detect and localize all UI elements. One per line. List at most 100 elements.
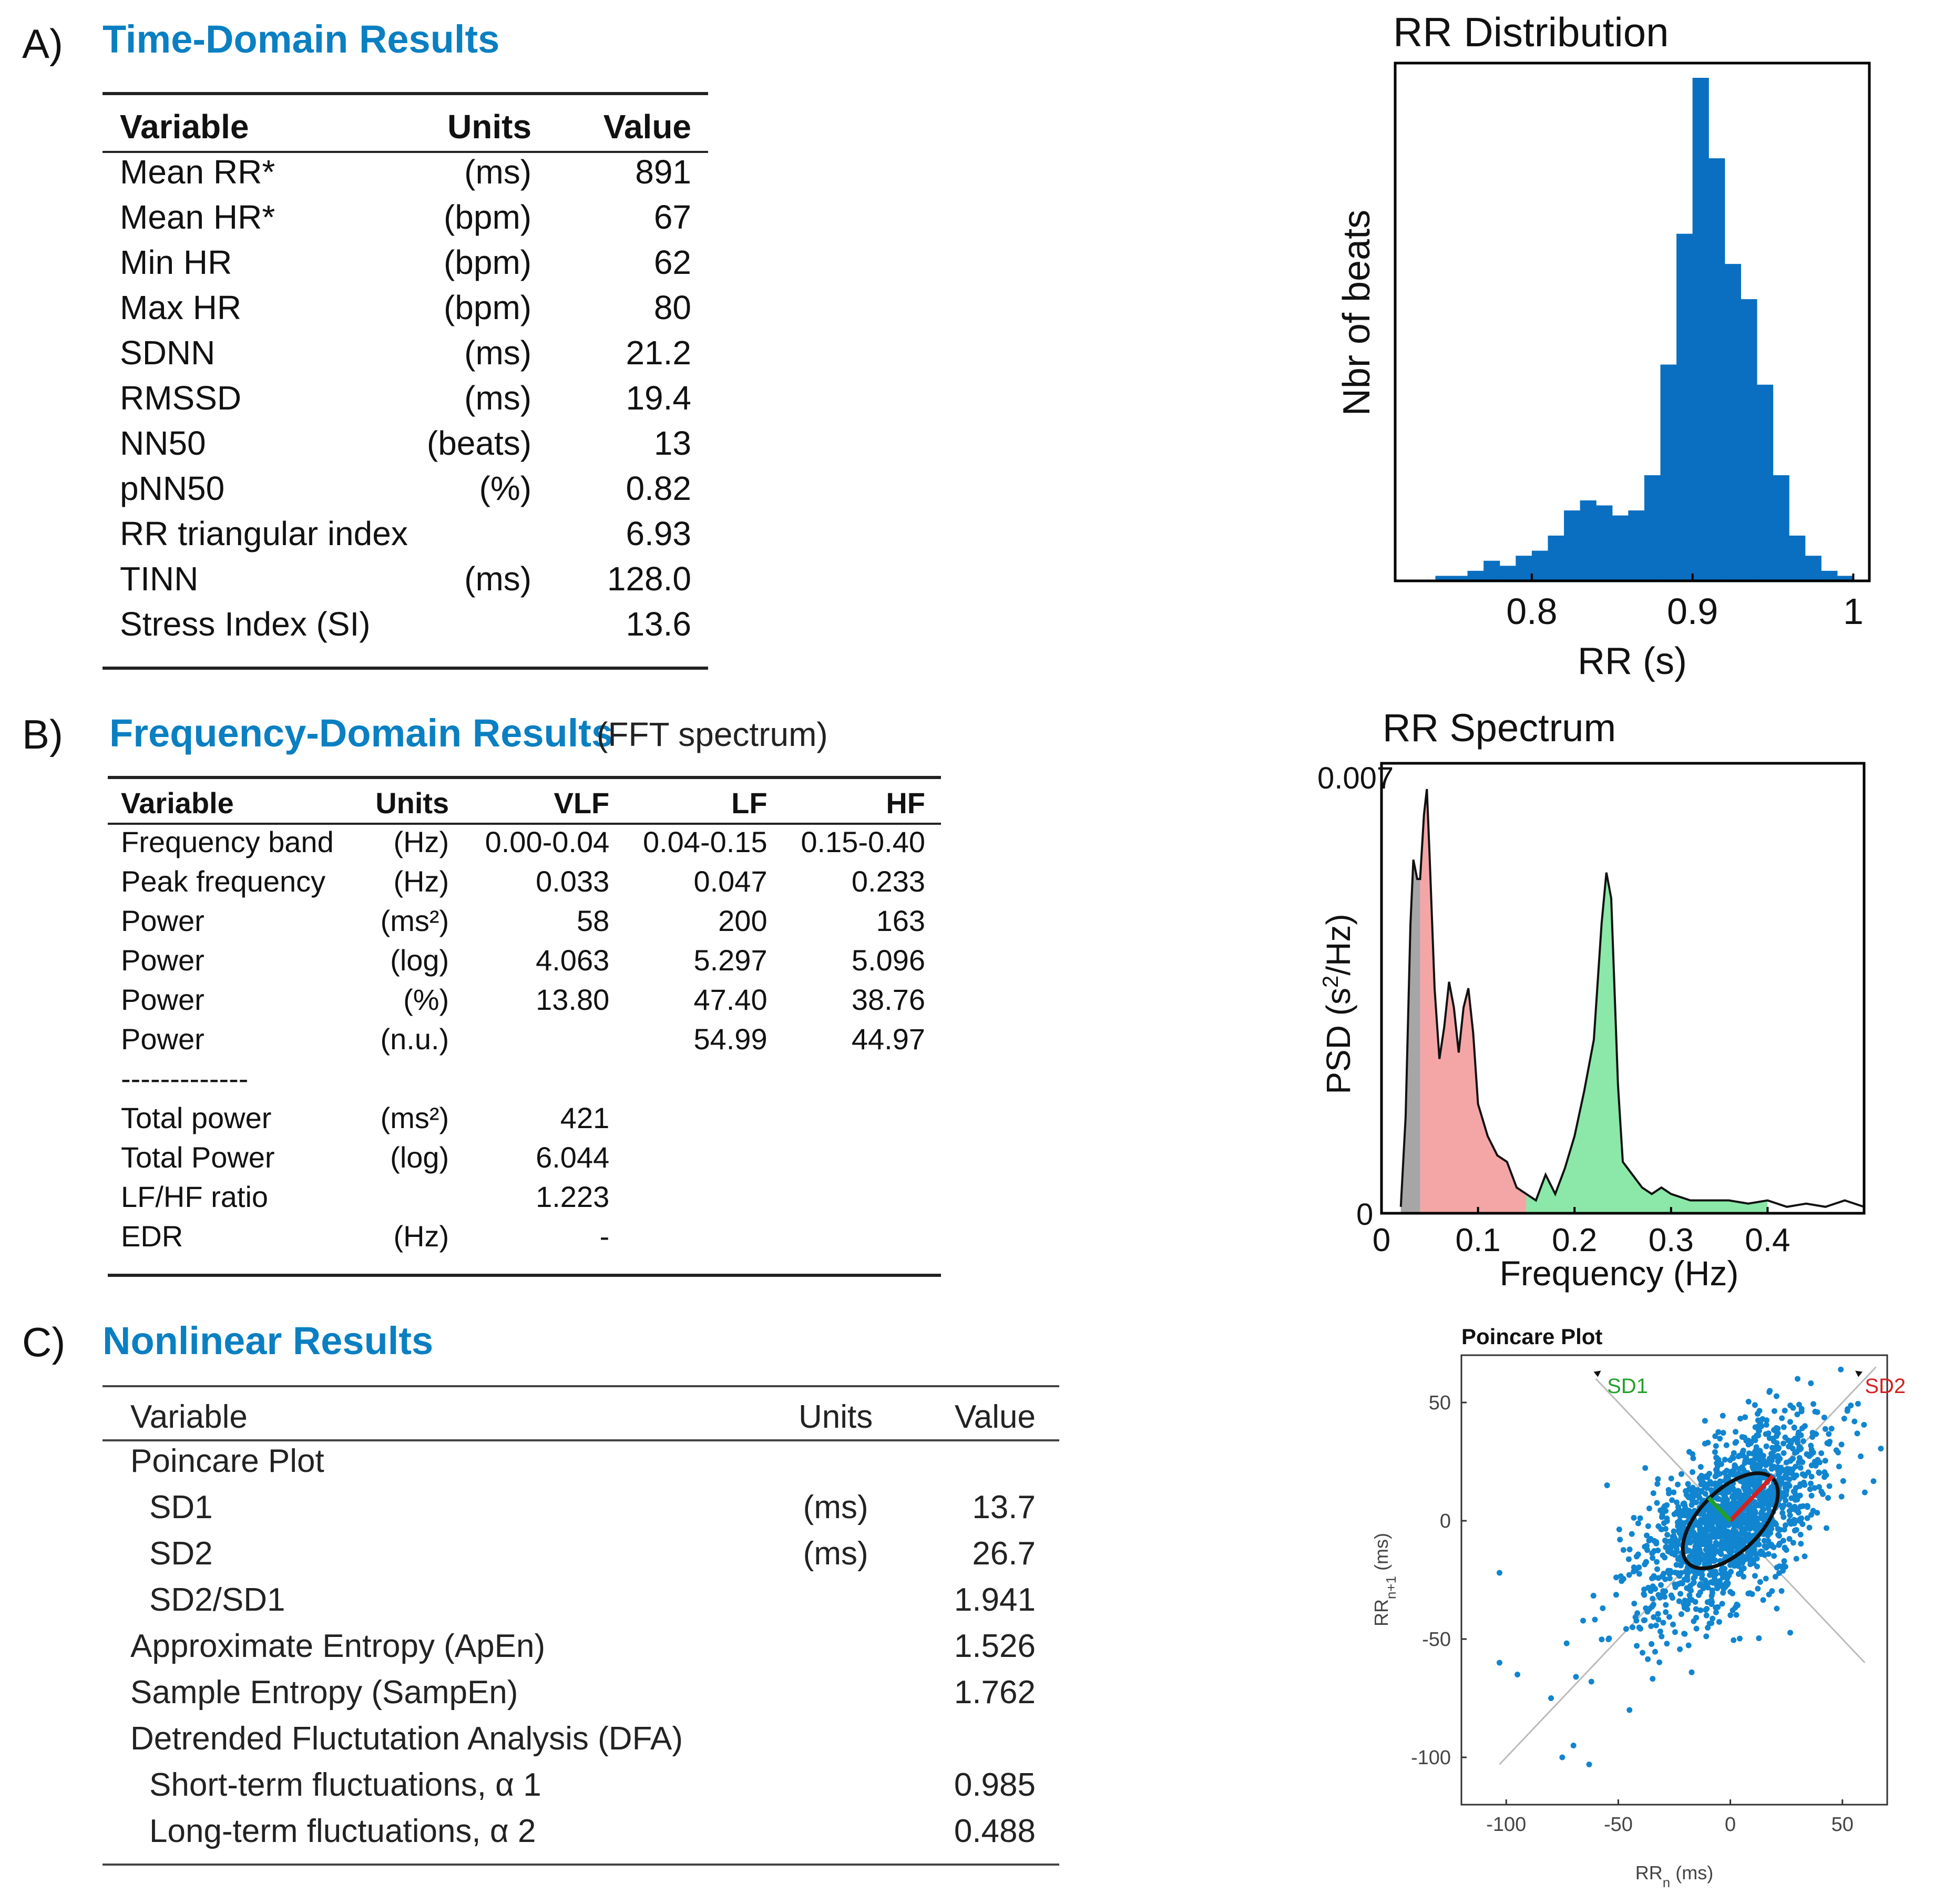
scatter-point	[1794, 1376, 1800, 1382]
scatter-point	[1761, 1538, 1767, 1544]
scatter-point	[1751, 1560, 1757, 1566]
scatter-point	[1625, 1556, 1632, 1562]
scatter-point	[1752, 1402, 1758, 1408]
cell-value: 1.526	[954, 1627, 1036, 1664]
scatter-point	[1668, 1592, 1674, 1599]
scatter-point	[1798, 1446, 1804, 1452]
scatter-point	[1706, 1620, 1713, 1626]
cell-variable: Short-term fluctuations, α 1	[149, 1766, 541, 1803]
scatter-point	[1763, 1575, 1769, 1582]
table-row: Power (%) 13.80 47.40 38.76	[110, 980, 941, 1019]
scatter-point	[1793, 1555, 1799, 1562]
chart-title: RR Distribution	[1393, 11, 1669, 55]
scatter-point	[1804, 1451, 1810, 1457]
scatter-point	[1851, 1418, 1858, 1425]
histogram-bar	[1660, 364, 1677, 581]
scatter-point	[1744, 1480, 1750, 1486]
cell-lf	[609, 1098, 767, 1138]
cell-variable: Sample Entropy (SampEn)	[130, 1674, 518, 1711]
scatter-point	[1666, 1614, 1672, 1620]
cell-value	[909, 1438, 1059, 1484]
cell-units	[762, 1577, 909, 1623]
scatter-point	[1742, 1414, 1748, 1420]
scatter-point	[1704, 1523, 1710, 1529]
cell-lf: 200	[718, 904, 768, 937]
scatter-point	[1706, 1541, 1712, 1548]
scatter-point	[1725, 1538, 1731, 1544]
scatter-point	[1713, 1609, 1719, 1615]
table-row: Peak frequency (Hz) 0.033 0.047 0.233	[110, 862, 941, 901]
scatter-point	[1821, 1414, 1827, 1420]
scatter-point	[1644, 1547, 1651, 1553]
scatter-point	[1760, 1597, 1766, 1603]
scatter-point	[1796, 1459, 1802, 1466]
x-tick-label: 0.8	[1506, 591, 1557, 632]
scatter-point	[1634, 1643, 1640, 1649]
scatter-point	[1716, 1619, 1722, 1625]
scatter-point	[1806, 1524, 1813, 1531]
scatter-point	[1666, 1575, 1673, 1582]
scatter-point	[1765, 1532, 1771, 1539]
scatter-point	[1681, 1604, 1687, 1611]
x-axis-label: RRn (ms)	[1635, 1862, 1713, 1890]
histogram-bar	[1756, 384, 1774, 581]
scatter-point	[1717, 1478, 1723, 1485]
cell-units: (ms)	[464, 153, 532, 191]
scatter-point	[1704, 1605, 1710, 1612]
cell-variable: pNN50	[120, 469, 225, 507]
scatter-point	[1662, 1537, 1668, 1543]
table-b-header-rule	[108, 823, 941, 825]
cell-units	[762, 1438, 909, 1484]
scatter-point	[1693, 1606, 1699, 1612]
cell-variable: SD2	[149, 1535, 213, 1572]
scatter-point	[1728, 1549, 1735, 1555]
cell-value: 1.941	[954, 1581, 1036, 1618]
scatter-point	[1793, 1485, 1799, 1491]
scatter-point	[1693, 1625, 1700, 1632]
scatter-point	[1814, 1409, 1820, 1415]
header-lf: LF	[731, 786, 768, 820]
scatter-point	[1730, 1590, 1736, 1596]
scatter-point	[1752, 1437, 1758, 1444]
frequency-domain-title: Frequency-Domain Results	[109, 711, 613, 755]
cell-vlf: 13.80	[536, 983, 610, 1016]
scatter-point	[1774, 1440, 1780, 1446]
histogram-bar	[1467, 570, 1484, 581]
scatter-point	[1780, 1514, 1787, 1520]
cell-value	[909, 1715, 1059, 1762]
table-row: RMSSD (ms) 19.4	[105, 375, 707, 421]
histogram-bar	[1789, 535, 1806, 581]
scatter-point	[1718, 1551, 1724, 1557]
scatter-point	[1748, 1546, 1755, 1552]
table-row: Detrended Fluctutation Analysis (DFA)	[105, 1715, 1059, 1762]
scatter-point	[1750, 1509, 1756, 1516]
histogram-bar	[1837, 576, 1854, 581]
scatter-point	[1696, 1541, 1702, 1547]
histogram-axes-box	[1394, 62, 1871, 582]
cell-value: 19.4	[626, 379, 691, 417]
scatter-point	[1637, 1515, 1643, 1521]
scatter-point	[1702, 1561, 1708, 1567]
scatter-point	[1775, 1472, 1782, 1478]
scatter-point	[1677, 1591, 1684, 1597]
cell-units: (ms²)	[380, 904, 449, 937]
scatter-point	[1684, 1585, 1690, 1591]
scatter-point	[1677, 1562, 1684, 1569]
scatter-point	[1666, 1538, 1673, 1544]
cell-value: 0.488	[954, 1813, 1036, 1849]
scatter-point	[1763, 1544, 1769, 1551]
scatter-point	[1758, 1418, 1764, 1424]
scatter-point	[1721, 1492, 1727, 1498]
scatter-point	[1769, 1465, 1775, 1471]
scatter-point	[1663, 1609, 1669, 1615]
scatter-point	[1620, 1575, 1626, 1582]
cell-variable: Peak frequency	[121, 865, 326, 898]
frequency-domain-table: Variable Units VLF LF HF Frequency band (…	[110, 783, 941, 1256]
scatter-point	[1659, 1514, 1665, 1520]
cell-units: (Hz)	[393, 865, 449, 898]
scatter-point	[1580, 1618, 1586, 1624]
scatter-point	[1757, 1448, 1763, 1454]
scatter-point	[1736, 1493, 1742, 1499]
header-units: Units	[375, 786, 449, 820]
scatter-point	[1755, 1585, 1761, 1592]
